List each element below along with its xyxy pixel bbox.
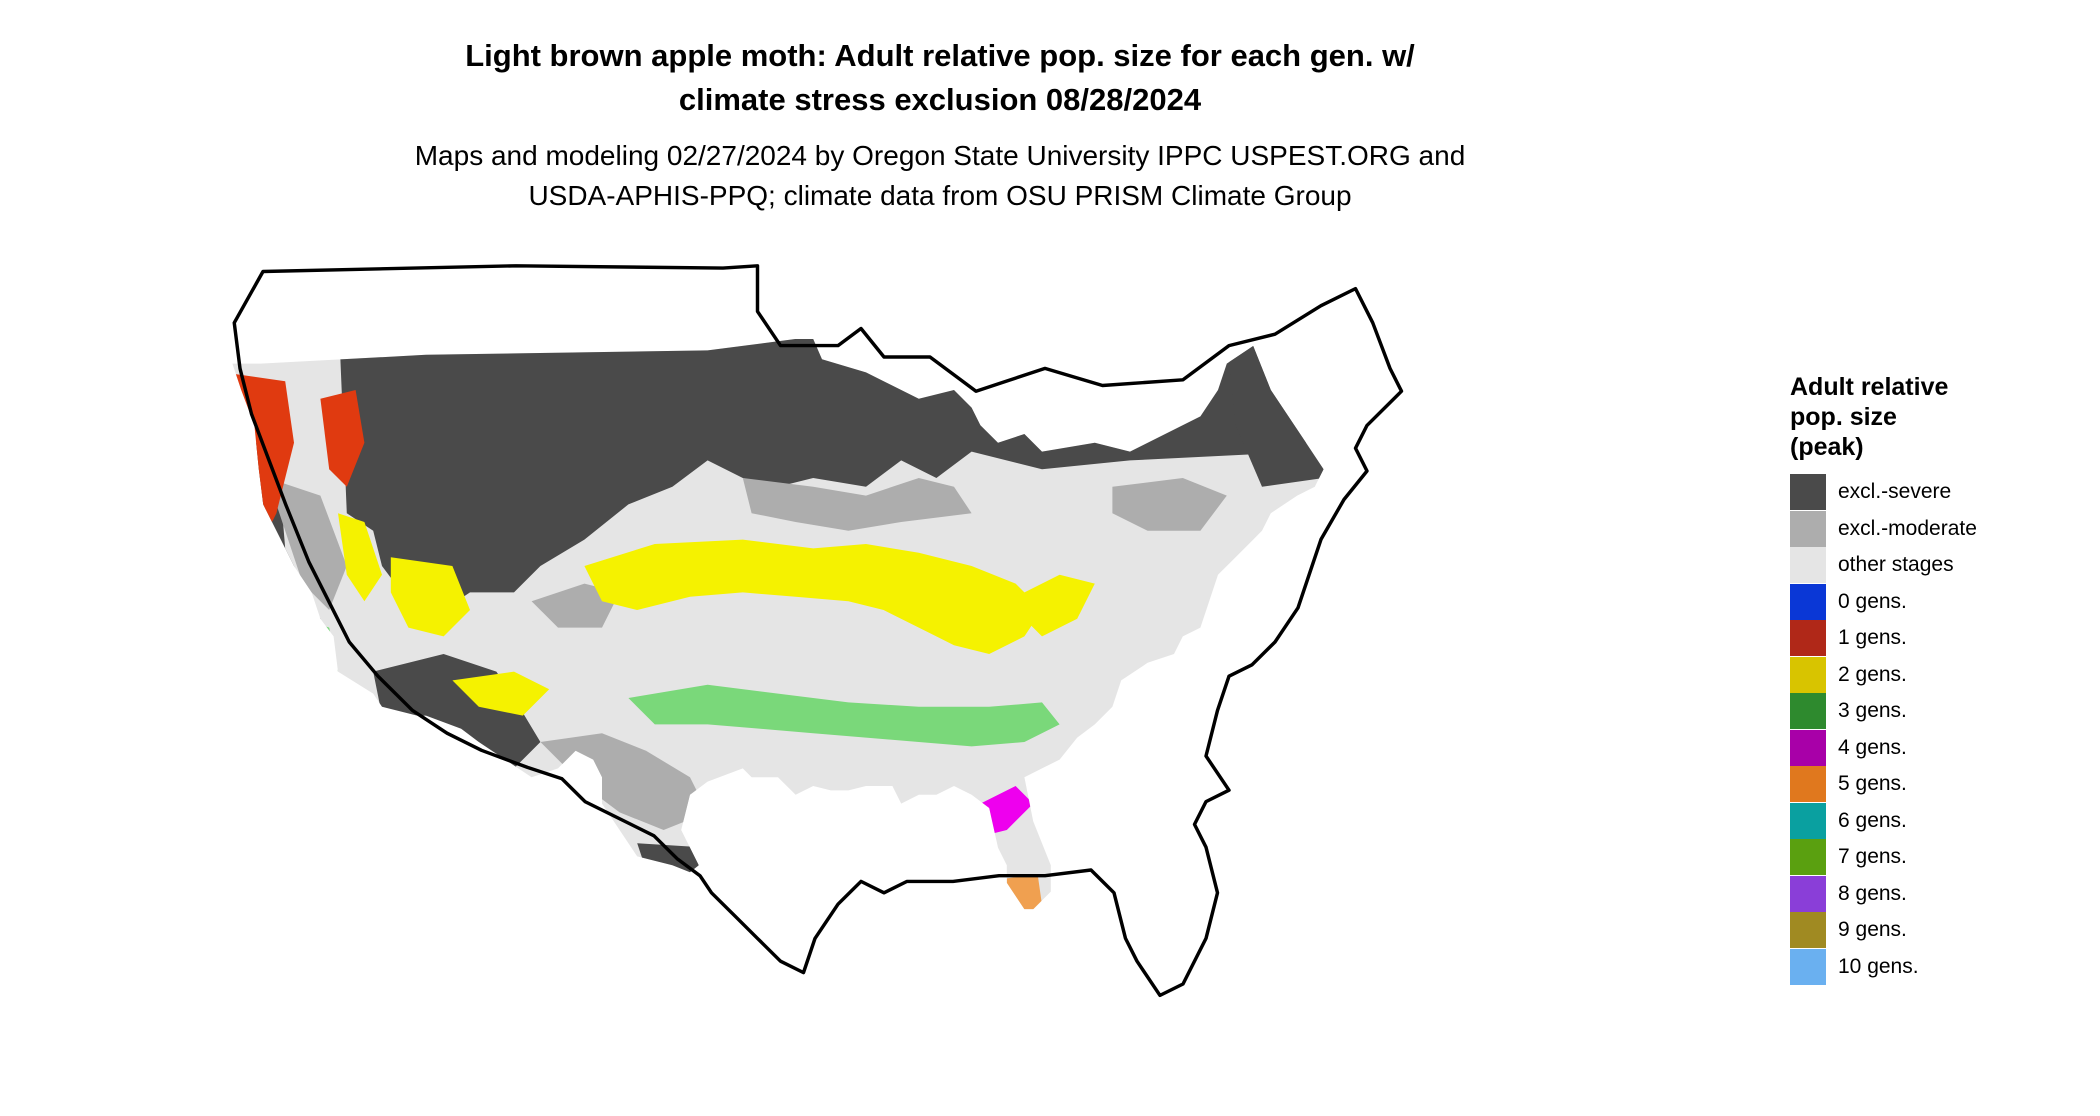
excl-severe-region	[637, 843, 708, 883]
legend-item: 3 gens.	[1790, 693, 2090, 730]
gen1-region	[320, 390, 365, 487]
legend-swatch	[1790, 802, 1826, 839]
legend-label: 2 gens.	[1838, 662, 1907, 686]
legend-label: 10 gens.	[1838, 954, 1919, 978]
legend-item: 4 gens.	[1790, 729, 2090, 767]
excl-moderate-region	[531, 583, 620, 628]
gen2-region	[584, 539, 1042, 654]
legend-label: 8 gens.	[1838, 881, 1907, 905]
gen2-region	[338, 513, 382, 602]
legend-item: 8 gens.	[1790, 875, 2090, 913]
legend-title: Adult relative pop. size (peak)	[1790, 373, 1949, 461]
legend-swatch	[1790, 620, 1826, 657]
legend-item: 6 gens.	[1790, 802, 2090, 840]
legend-label: 0 gens.	[1838, 589, 1907, 613]
legend-swatch	[1790, 948, 1826, 985]
legend-swatch	[1790, 474, 1826, 511]
excl-moderate-region	[1112, 478, 1227, 531]
state-borders	[232, 264, 1404, 998]
gen3-region	[628, 684, 1060, 747]
legend-label: excl.-moderate	[1838, 516, 1977, 540]
us-map-svg	[232, 264, 1404, 998]
gen2-region	[390, 557, 470, 637]
legend-item: 10 gens.	[1790, 948, 2090, 986]
us-map	[120, 240, 1540, 1100]
legend-swatch	[1790, 656, 1826, 693]
legend: Adult relative pop. size (peak) excl.-se…	[1790, 372, 2090, 985]
map-subtitle: Maps and modeling 02/27/2024 by Oregon S…	[414, 140, 1466, 211]
legend-label: 5 gens.	[1838, 772, 1907, 796]
legend-item: 2 gens.	[1790, 656, 2090, 694]
legend-label: 6 gens.	[1838, 808, 1907, 832]
legend-swatch	[1790, 510, 1826, 547]
legend-item: excl.-severe	[1790, 474, 2090, 511]
legend-item: excl.-moderate	[1790, 510, 2090, 548]
gen2-region	[452, 671, 550, 716]
legend-label: excl.-severe	[1838, 480, 1952, 504]
legend-item: 9 gens.	[1790, 912, 2090, 949]
legend-swatch	[1790, 729, 1826, 766]
legend-item: 1 gens.	[1790, 620, 2090, 657]
us-outline	[232, 264, 1404, 998]
legend-item: other stages	[1790, 547, 2090, 584]
legend-item: 5 gens.	[1790, 766, 2090, 803]
gen5-region	[1006, 873, 1042, 910]
legend-label: 9 gens.	[1838, 918, 1907, 942]
legend-label: 4 gens.	[1838, 735, 1907, 759]
legend-label: other stages	[1838, 553, 1954, 577]
legend-swatch	[1790, 693, 1826, 730]
legend-swatch	[1790, 839, 1826, 876]
legend-item: 0 gens.	[1790, 583, 2090, 621]
legend-label: 1 gens.	[1838, 626, 1907, 650]
legend-swatch	[1790, 766, 1826, 803]
legend-swatch	[1790, 583, 1826, 620]
legend-label: 3 gens.	[1838, 699, 1907, 723]
gen2-region	[1006, 574, 1095, 637]
legend-item: 7 gens.	[1790, 839, 2090, 876]
map-raster	[232, 338, 1324, 910]
legend-swatch	[1790, 547, 1826, 584]
legend-swatch	[1790, 875, 1826, 912]
legend-swatch	[1790, 912, 1826, 949]
map-title: Light brown apple moth: Adult relative p…	[465, 38, 1415, 117]
legend-items: excl.-severe excl.-moderate other stages 0 …	[1790, 474, 2090, 985]
excl-moderate-region	[742, 478, 972, 531]
legend-label: 7 gens.	[1838, 845, 1907, 869]
